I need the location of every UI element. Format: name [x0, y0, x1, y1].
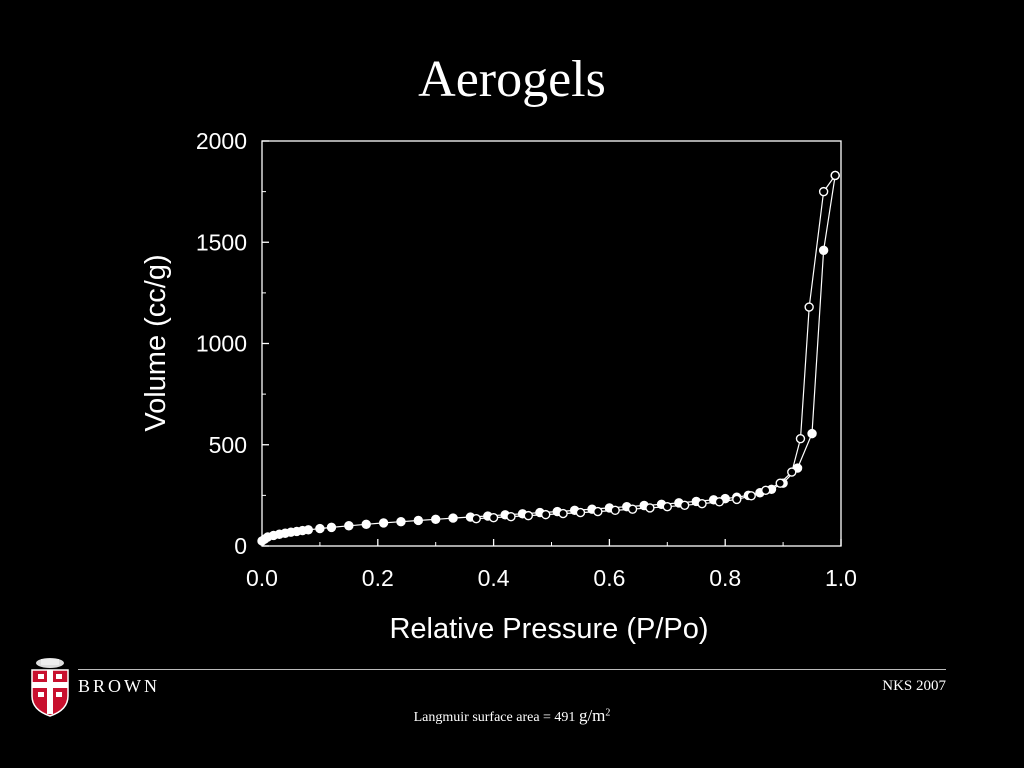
adsorption-point [807, 428, 817, 439]
desorption-point [697, 498, 707, 509]
adsorption-point [818, 245, 829, 256]
x-tick-label: 0.0 [246, 565, 278, 591]
desorption-line [476, 175, 836, 520]
plot-area-frame [261, 140, 842, 547]
chart-svg: 0 500 1000 1500 2000 0.0 0.2 0.4 0.6 0.8 1.0 Rela… [140, 128, 857, 645]
desorption-point [679, 500, 690, 510]
desorption-point [795, 433, 806, 444]
adsorption-point [431, 514, 441, 524]
desorption-point [818, 186, 829, 197]
desorption-point [746, 491, 756, 501]
desorption-point [610, 505, 620, 516]
series-lines [261, 175, 836, 542]
desorption-point [541, 509, 551, 520]
adsorption-point [361, 519, 371, 530]
x-tick-label: 0.2 [362, 565, 394, 591]
x-tick-label: 0.4 [478, 565, 510, 591]
adsorption-point [448, 513, 458, 523]
caption-unit: g/m [578, 706, 606, 725]
y-tick-label: 2000 [196, 128, 247, 154]
adsorption-line [261, 175, 836, 542]
caption: Langmuir surface area = 491 g/m2 [0, 706, 1024, 726]
x-axis-ticks: 0.0 0.2 0.4 0.6 0.8 1.0 [246, 539, 857, 591]
desorption-point [714, 497, 725, 507]
x-tick-label: 0.6 [593, 565, 625, 591]
desorption-point [761, 485, 771, 496]
desorption-point [830, 170, 840, 181]
isotherm-chart: 0 500 1000 1500 2000 0.0 0.2 0.4 0.6 0.8 1.0 Rela… [125, 120, 885, 655]
desorption-point [732, 494, 742, 505]
desorption-point [662, 502, 672, 512]
adsorption-point [396, 517, 406, 527]
desorption-point [593, 506, 603, 517]
y-tick-label: 500 [209, 432, 247, 458]
y-tick-label: 0 [234, 533, 247, 559]
adsorption-point [378, 518, 389, 528]
footer-course-label: NKS 2007 [882, 678, 946, 694]
caption-text: Langmuir surface area = 491 [413, 710, 576, 725]
desorption-point [787, 467, 797, 477]
footer-divider [78, 669, 946, 670]
caption-superscript: 2 [605, 707, 611, 719]
desorption-point [558, 508, 568, 519]
adsorption-point [315, 523, 325, 534]
desorption-point [804, 302, 814, 312]
y-tick-label: 1500 [196, 229, 247, 255]
footer-brand: BROWN [78, 676, 160, 696]
desorption-point [645, 503, 655, 513]
x-tick-label: 1.0 [825, 565, 857, 591]
x-tick-label: 0.8 [709, 565, 741, 591]
brown-shield-logo-icon [31, 658, 69, 717]
desorption-point [488, 512, 499, 523]
desorption-point [506, 511, 516, 522]
adsorption-point [344, 521, 354, 531]
desorption-point [575, 507, 586, 518]
series-points [257, 170, 840, 546]
x-axis-label: Relative Pressure (P/Po) [389, 613, 708, 645]
adsorption-point [413, 515, 424, 526]
slide-title: Aerogels [418, 51, 606, 108]
adsorption-point [303, 525, 314, 535]
y-tick-label: 1000 [196, 331, 247, 357]
adsorption-point [326, 522, 337, 533]
desorption-point [523, 510, 534, 521]
desorption-point [627, 504, 638, 514]
y-axis-ticks: 0 500 1000 1500 2000 [196, 128, 269, 559]
y-axis-label: Volume (cc/g) [140, 254, 172, 431]
desorption-point [471, 513, 481, 524]
desorption-point [775, 478, 785, 488]
